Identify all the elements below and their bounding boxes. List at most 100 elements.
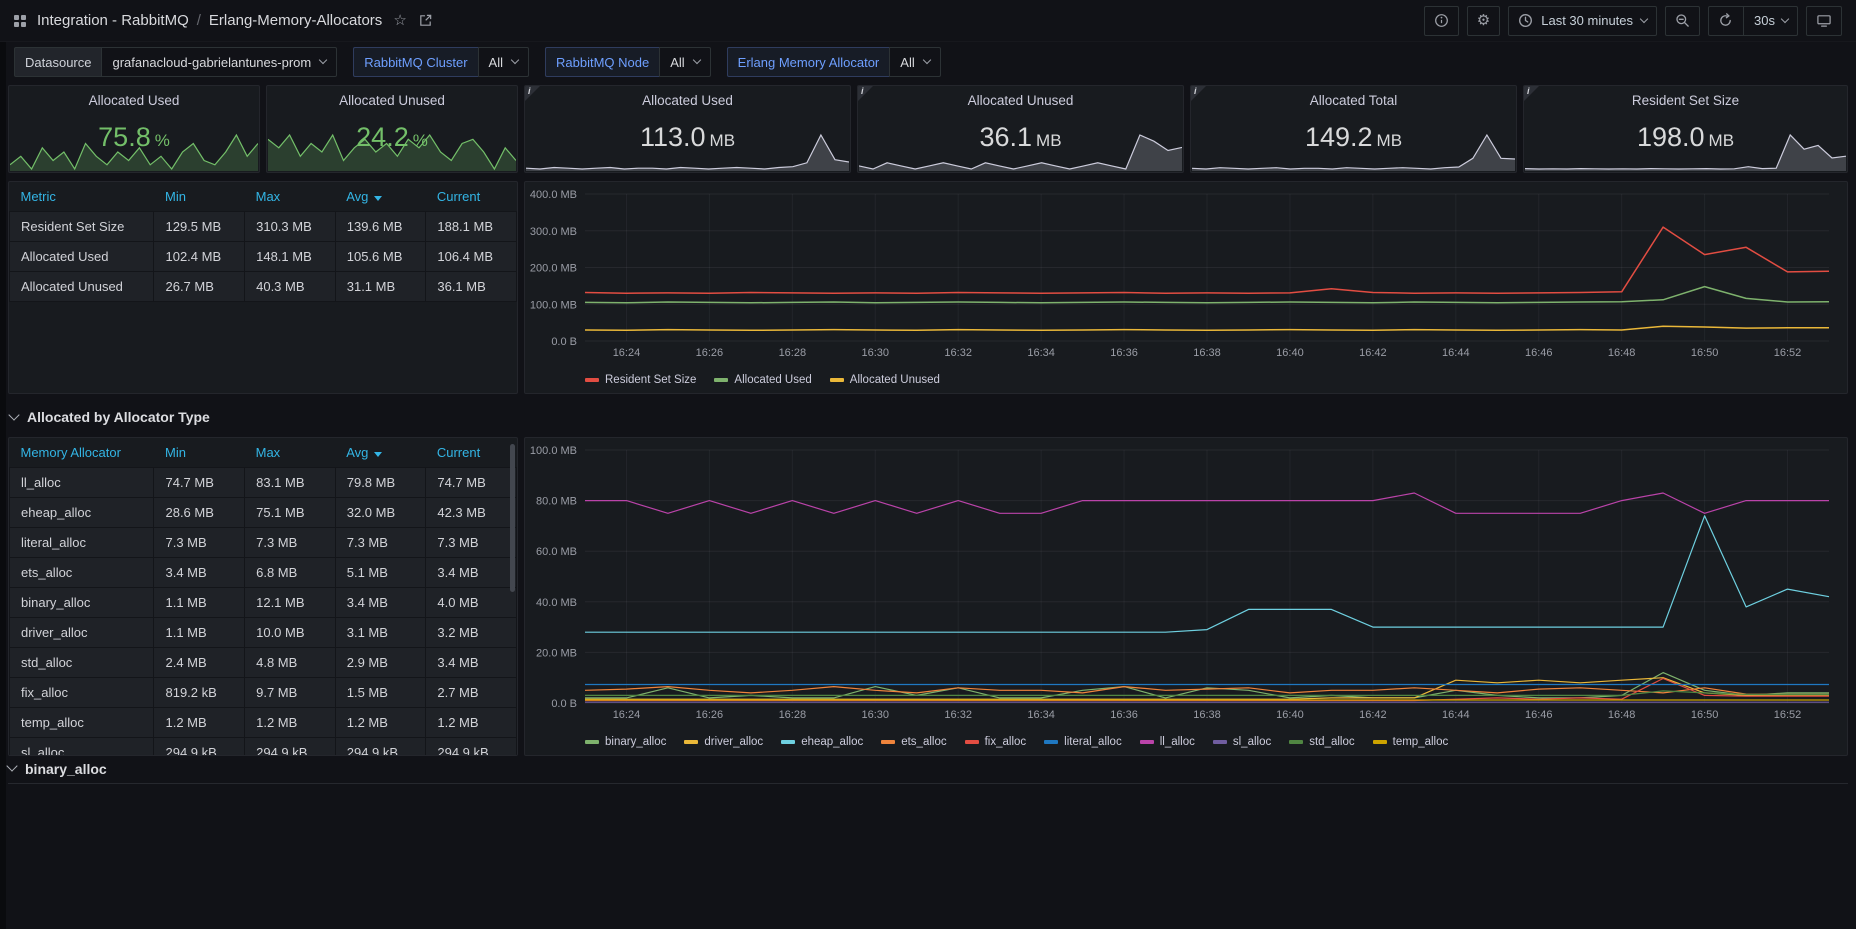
chart-canvas[interactable]: 0.0 B 100.0 MB 200.0 MB 300.0 MB 400.0 MB 16:… — [529, 186, 1843, 363]
svg-text:16:32: 16:32 — [944, 709, 972, 721]
svg-text:16:28: 16:28 — [779, 347, 807, 359]
stat-panel-allocated-total: i Allocated Total 149.2 MB — [1190, 85, 1517, 173]
breadcrumb: Integration - RabbitMQ / Erlang-Memory-A… — [37, 12, 382, 29]
sparkline — [1192, 133, 1515, 171]
column-header-current[interactable]: Current — [436, 445, 481, 460]
panel-info-corner[interactable] — [525, 86, 540, 101]
table-cell: 40.3 MB — [244, 271, 336, 302]
table-cell: 1.2 MB — [244, 707, 336, 738]
panel-info-corner[interactable] — [858, 86, 873, 101]
chevron-down-icon — [1780, 14, 1790, 23]
time-range-picker[interactable]: Last 30 minutes — [1508, 5, 1658, 36]
legend-item-eheap-alloc[interactable]: eheap_alloc — [781, 736, 863, 748]
table-cell: 74.7 MB — [153, 467, 246, 498]
row-header-binary-alloc[interactable]: binary_alloc — [6, 760, 1848, 784]
variable-label: Datasource — [14, 47, 102, 77]
table-scrollbar[interactable] — [510, 444, 515, 592]
table-cell: 1.1 MB — [153, 587, 246, 618]
breadcrumb-folder[interactable]: Integration - RabbitMQ — [37, 12, 189, 29]
table-cell: 74.7 MB — [425, 467, 517, 498]
svg-text:0.0 B: 0.0 B — [551, 336, 577, 348]
allocator-timeseries-chart[interactable]: 0.0 B 20.0 MB 40.0 MB 60.0 MB 80.0 MB 100.0 M… — [529, 442, 1843, 725]
legend-item-fix-alloc[interactable]: fix_alloc — [964, 736, 1026, 748]
svg-text:16:30: 16:30 — [862, 347, 890, 359]
memory-chart-panel: 0.0 B 100.0 MB 200.0 MB 300.0 MB 400.0 MB 16:… — [524, 181, 1848, 394]
legend-color-chip — [1289, 740, 1304, 744]
svg-text:20.0 MB: 20.0 MB — [536, 647, 577, 659]
column-header-min[interactable]: Min — [164, 189, 186, 204]
refresh-interval-label: 30s — [1754, 13, 1775, 28]
zoom-out-button[interactable] — [1665, 5, 1701, 36]
refresh-controls[interactable]: 30s — [1708, 5, 1798, 36]
row-header-allocated-by-allocator-type[interactable]: Allocated by Allocator Type — [8, 406, 210, 428]
column-header-current[interactable]: Current — [436, 189, 481, 204]
svg-text:16:46: 16:46 — [1525, 709, 1553, 721]
share-icon[interactable] — [418, 13, 433, 28]
table-cell: 36.1 MB — [425, 271, 517, 302]
selected-value: All — [900, 54, 915, 70]
table-cell: 7.3 MB — [425, 527, 517, 558]
legend-item-ets-alloc[interactable]: ets_alloc — [881, 736, 947, 748]
rabbitmq-cluster-select[interactable]: All — [477, 47, 529, 77]
table-cell: 28.6 MB — [153, 497, 246, 528]
table-cell: Allocated Used — [9, 241, 155, 272]
panel-info-corner[interactable] — [1191, 86, 1206, 101]
panel-info-corner[interactable] — [1524, 86, 1539, 101]
table-cell: 4.0 MB — [425, 587, 517, 618]
svg-text:300.0 MB: 300.0 MB — [530, 226, 577, 238]
refresh-button[interactable] — [1718, 13, 1733, 28]
legend-item-driver-alloc[interactable]: driver_alloc — [684, 736, 763, 748]
sparkline — [10, 133, 258, 171]
column-header-avg[interactable]: Avg — [335, 438, 426, 468]
table-cell: eheap_alloc — [9, 497, 155, 528]
legend-item-resident-set-size[interactable]: Resident Set Size — [585, 374, 696, 386]
info-icon: i — [528, 86, 531, 96]
column-header-min[interactable]: Min — [164, 445, 186, 460]
legend-item-std-alloc[interactable]: std_alloc — [1289, 736, 1355, 748]
svg-text:400.0 MB: 400.0 MB — [530, 189, 577, 201]
dashboard-settings-button[interactable]: ⚙ — [1466, 5, 1501, 36]
tv-mode-button[interactable] — [1806, 5, 1842, 36]
table-cell: 3.1 MB — [334, 617, 427, 648]
legend-item-temp-alloc[interactable]: temp_alloc — [1372, 736, 1449, 748]
column-header-max[interactable]: Max — [255, 445, 281, 460]
svg-text:40.0 MB: 40.0 MB — [536, 597, 577, 609]
legend-label: temp_alloc — [1392, 736, 1449, 748]
svg-text:16:52: 16:52 — [1774, 347, 1802, 359]
legend-item-ll-alloc[interactable]: ll_alloc — [1139, 736, 1195, 748]
legend-color-chip — [781, 740, 796, 744]
legend-item-allocated-unused[interactable]: Allocated Unused — [829, 374, 940, 386]
svg-text:16:48: 16:48 — [1608, 709, 1636, 721]
legend-item-sl-alloc[interactable]: sl_alloc — [1212, 736, 1271, 748]
legend-color-chip — [829, 378, 844, 382]
zoom-out-icon — [1675, 13, 1690, 28]
column-header-memory-allocator[interactable]: Memory Allocator — [20, 445, 121, 460]
column-header-max[interactable]: Max — [255, 189, 281, 204]
legend-item-literal-alloc[interactable]: literal_alloc — [1044, 736, 1122, 748]
apps-grid-icon[interactable] — [14, 14, 26, 27]
datasource-select[interactable]: grafanacloud-gabrielantunes-prom — [101, 47, 338, 77]
rabbitmq-node-select[interactable]: All — [659, 47, 711, 77]
stat-panel-resident-set-size: i Resident Set Size 198.0 MB — [1523, 85, 1848, 173]
table-cell: 129.5 MB — [153, 211, 246, 242]
legend-item-binary-alloc[interactable]: binary_alloc — [585, 736, 666, 748]
table-cell: 5.1 MB — [334, 557, 427, 588]
table-cell: std_alloc — [9, 647, 155, 678]
chart-canvas[interactable]: 0.0 B 20.0 MB 40.0 MB 60.0 MB 80.0 MB 100.0 M… — [529, 442, 1843, 725]
legend-item-allocated-used[interactable]: Allocated Used — [714, 374, 812, 386]
table-cell: 105.6 MB — [334, 241, 427, 272]
favorite-star-icon[interactable]: ☆ — [393, 12, 407, 29]
table-cell: 294.9 kB — [425, 737, 517, 755]
column-header-metric[interactable]: Metric — [20, 189, 56, 204]
refresh-interval-dropdown[interactable]: 30s — [1754, 13, 1790, 28]
column-header-avg[interactable]: Avg — [335, 182, 426, 212]
dashboard-info-button[interactable] — [1423, 5, 1459, 36]
breadcrumb-dashboard-title[interactable]: Erlang-Memory-Allocators — [208, 12, 383, 29]
memory-timeseries-chart[interactable]: 0.0 B 100.0 MB 200.0 MB 300.0 MB 400.0 MB 16:… — [529, 186, 1843, 363]
panel-title: Allocated Unused — [339, 93, 445, 108]
svg-text:80.0 MB: 80.0 MB — [536, 496, 577, 508]
table-cell: 819.2 kB — [153, 677, 246, 708]
erlang-memory-allocator-select[interactable]: All — [889, 47, 941, 77]
svg-text:16:26: 16:26 — [696, 347, 724, 359]
table-cell: 10.0 MB — [244, 617, 336, 648]
